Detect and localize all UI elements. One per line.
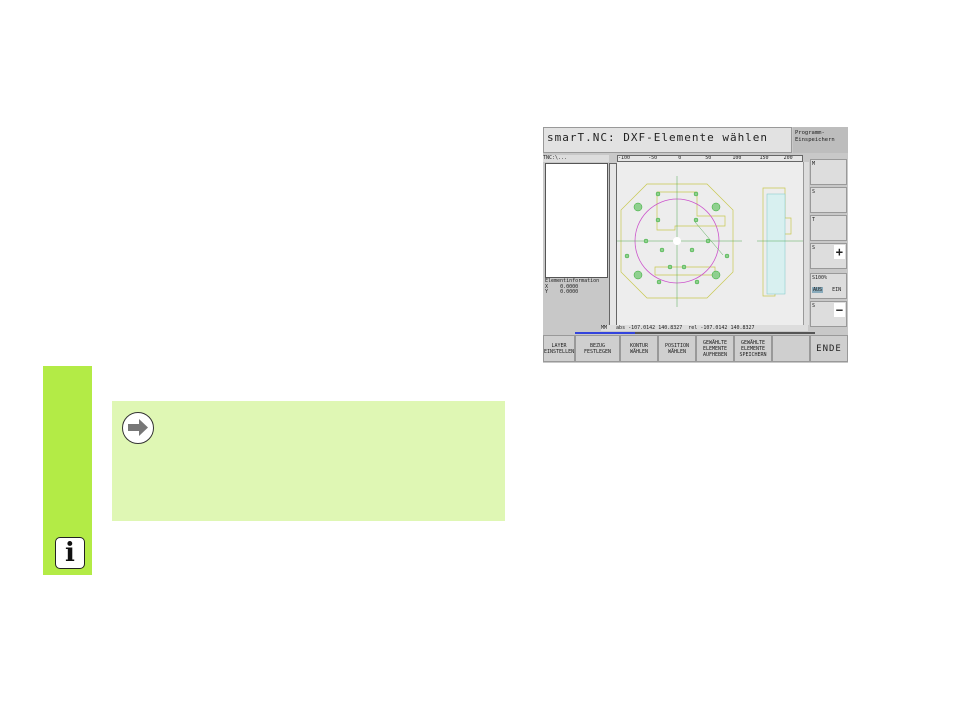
x-label: X xyxy=(545,283,549,290)
vertical-ruler xyxy=(609,163,617,331)
softkey-end[interactable]: ENDE xyxy=(810,335,848,362)
side-key-s-plus[interactable]: S + xyxy=(810,243,847,269)
vertical-scrollbar[interactable] xyxy=(803,162,809,325)
program-store-button[interactable]: Programm-Einspeichern xyxy=(793,127,848,153)
side-key-t[interactable]: T xyxy=(810,215,847,241)
element-info-label: Elementinformation xyxy=(545,278,600,284)
side-key-m[interactable]: M xyxy=(810,159,847,185)
softkey-save[interactable]: GEWÄHLTE ELEMENTE SPEICHERN xyxy=(734,335,772,362)
softkey-empty[interactable] xyxy=(772,335,810,362)
side-key-label: T xyxy=(812,217,816,223)
y-label: Y xyxy=(545,289,549,295)
softkey-layer[interactable]: LAYER EINSTELLEN xyxy=(543,335,575,362)
screen-title: smarT.NC: DXF-Elemente wählen xyxy=(543,127,792,153)
on-label: EIN xyxy=(832,287,842,293)
softkey-deselect[interactable]: GEWÄHLTE ELEMENTE AUFHEBEN xyxy=(696,335,734,362)
side-key-label: S100% xyxy=(812,275,828,281)
element-info: Elementinformation X 0.0000 Y 0.0000 xyxy=(545,278,608,296)
info-icon: i xyxy=(55,537,85,569)
y-value: 0.0000 xyxy=(560,289,579,295)
side-key-s-minus[interactable]: S − xyxy=(810,301,847,327)
origin-marker xyxy=(673,237,681,245)
side-key-spindle-override[interactable]: S100% AUS EIN xyxy=(810,273,847,299)
section-hatch xyxy=(766,193,786,295)
plus-icon: + xyxy=(833,245,845,259)
softkey-position[interactable]: POSITION WÄHLEN xyxy=(658,335,696,362)
holes xyxy=(624,191,730,285)
note-box xyxy=(112,401,505,521)
softkey-datum[interactable]: BEZUG FESTLEGEN xyxy=(575,335,620,362)
side-key-label: S xyxy=(812,245,816,251)
side-key-s[interactable]: S xyxy=(810,187,847,213)
arrow-right-icon xyxy=(122,412,154,444)
minus-icon: − xyxy=(833,303,845,317)
softkey-contour[interactable]: KONTUR WÄHLEN xyxy=(620,335,658,362)
path-label: TNC:\... xyxy=(543,155,609,162)
progress-bar xyxy=(575,332,815,334)
x-value: 0.0000 xyxy=(560,283,579,290)
tnc-screenshot: smarT.NC: DXF-Elemente wählen Programm-E… xyxy=(543,127,848,363)
position-status: MM abs -107.0142 140.8327 rel -107.0142 … xyxy=(601,325,808,331)
off-label: AUS xyxy=(812,287,824,293)
side-key-label: M xyxy=(812,161,816,167)
side-key-label: S xyxy=(812,303,816,309)
side-key-label: S xyxy=(812,189,816,195)
horizontal-ruler: -100 -50 0 50 100 150 200 xyxy=(617,155,803,162)
element-list xyxy=(545,163,608,278)
dxf-drawing[interactable] xyxy=(617,162,803,325)
